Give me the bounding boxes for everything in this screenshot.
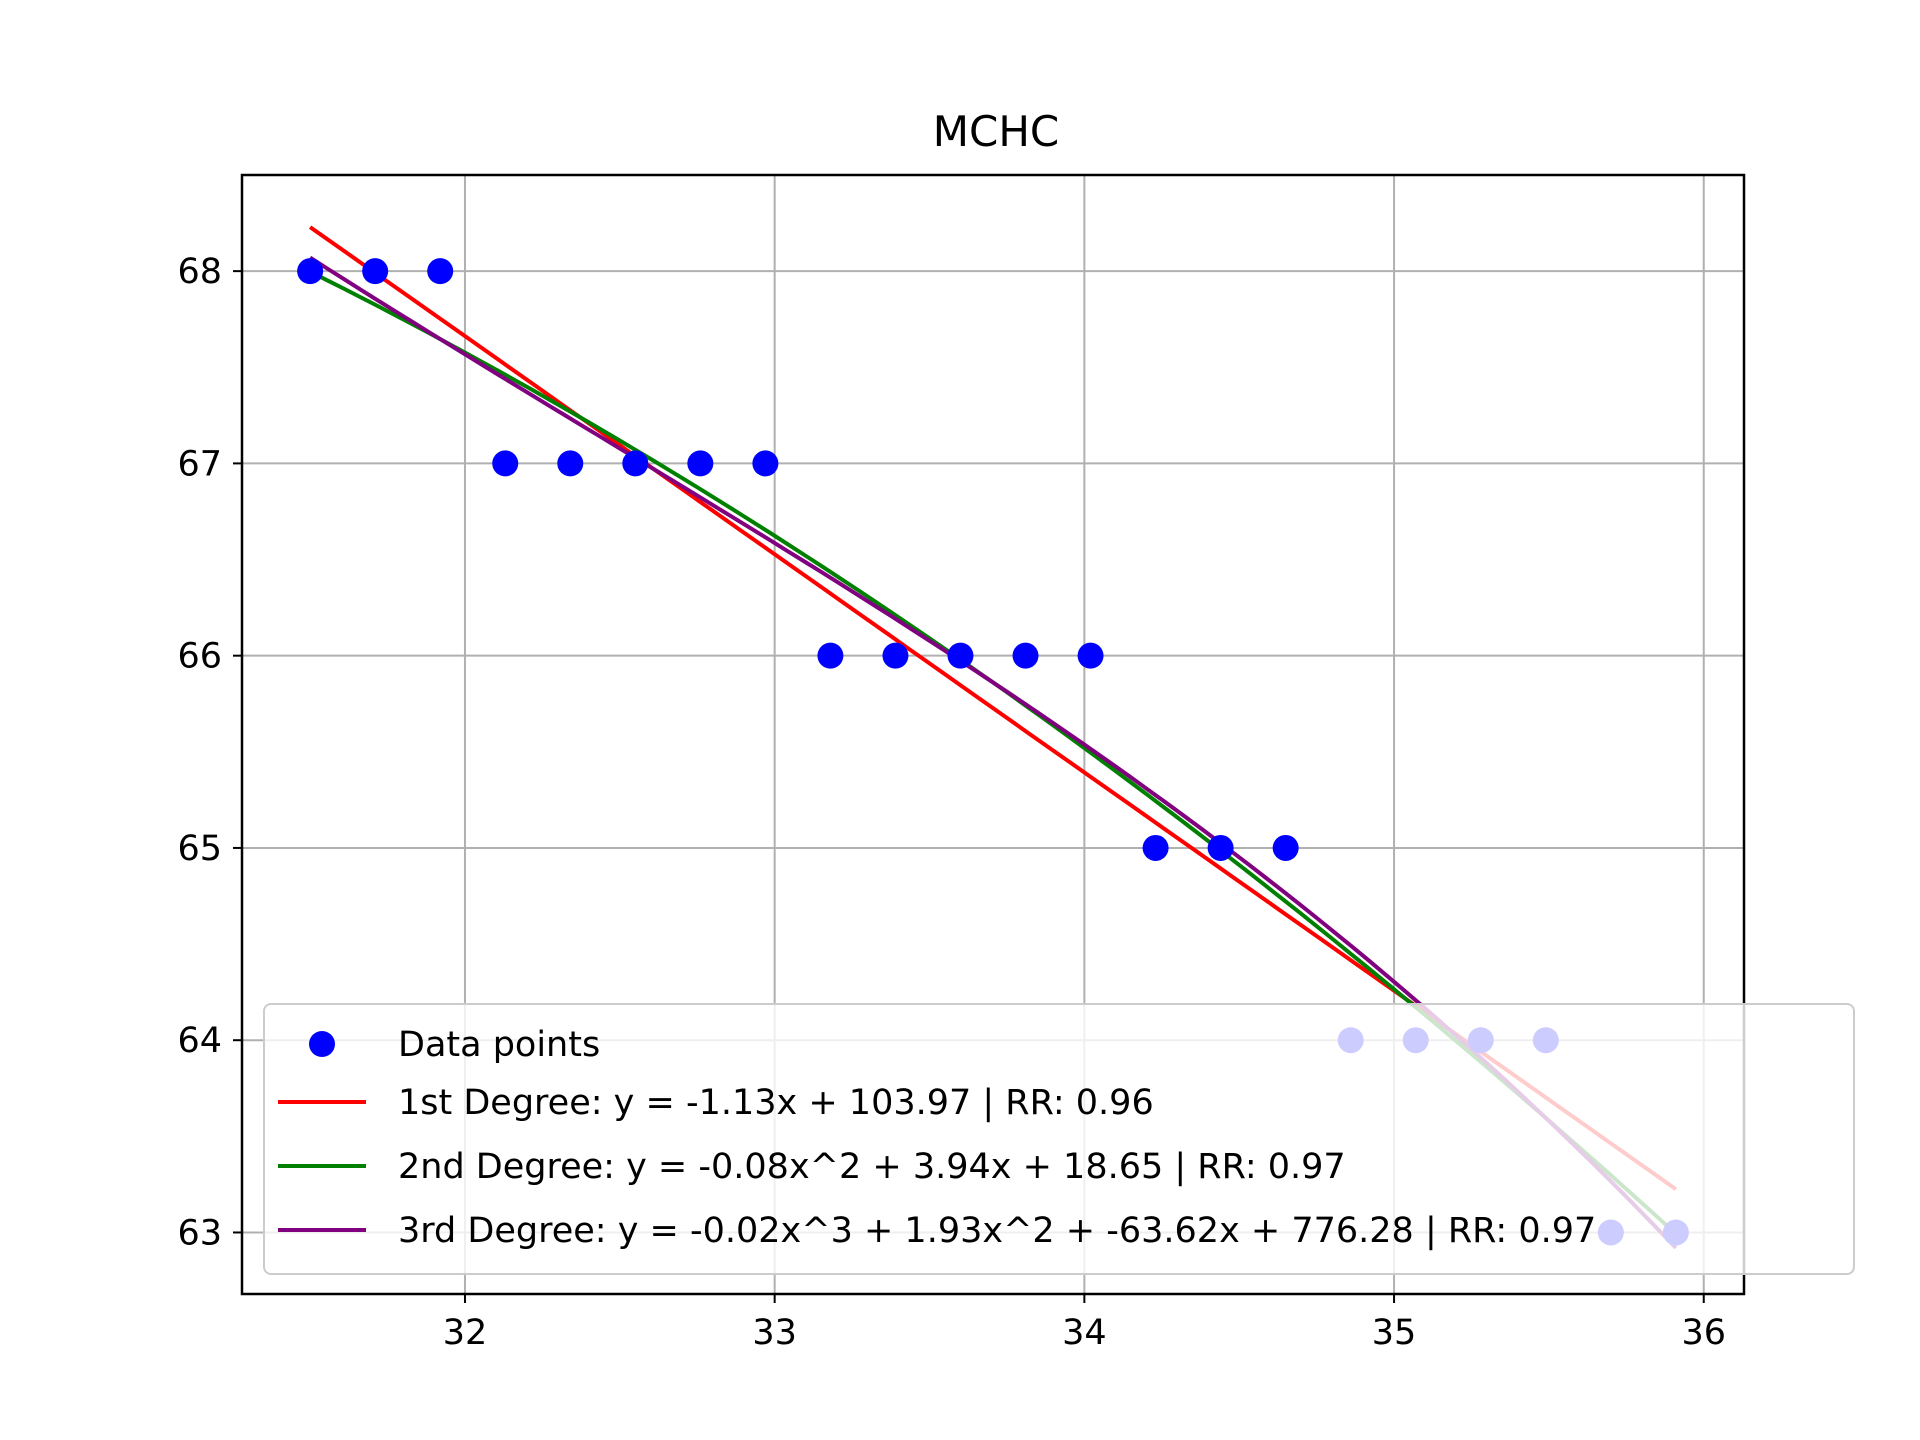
y-tick-label: 64 xyxy=(177,1021,222,1061)
legend-marker-data-points xyxy=(309,1031,335,1057)
legend-label-2nd-degree: 2nd Degree: y = -0.08x^2 + 3.94x + 18.65… xyxy=(398,1147,1346,1187)
legend-box xyxy=(263,1003,1855,1275)
y-axis: 63 64 65 66 67 68 xyxy=(177,252,242,1253)
data-point xyxy=(752,450,779,477)
data-point xyxy=(1272,834,1299,861)
data-point xyxy=(1142,834,1169,861)
x-tick-label: 33 xyxy=(752,1313,797,1353)
data-point xyxy=(817,642,844,669)
data-point xyxy=(882,642,909,669)
y-tick-label: 67 xyxy=(177,444,222,484)
legend-label-3rd-degree: 3rd Degree: y = -0.02x^3 + 1.93x^2 + -63… xyxy=(398,1211,1596,1251)
data-point xyxy=(297,258,324,285)
data-point xyxy=(492,450,519,477)
legend-label-1st-degree: 1st Degree: y = -1.13x + 103.97 | RR: 0.… xyxy=(398,1083,1154,1123)
plot-frame xyxy=(240,173,1746,1296)
x-tick-label: 36 xyxy=(1681,1313,1726,1353)
y-tick-label: 63 xyxy=(177,1213,222,1253)
y-tick-label: 68 xyxy=(177,252,222,292)
x-axis: 32 33 34 35 36 xyxy=(443,1294,1726,1353)
data-point xyxy=(687,450,714,477)
data-point xyxy=(1077,642,1104,669)
x-tick-label: 34 xyxy=(1062,1313,1107,1353)
data-point xyxy=(1012,642,1039,669)
data-point xyxy=(557,450,584,477)
data-point xyxy=(622,450,649,477)
data-point xyxy=(362,258,389,285)
grid xyxy=(242,175,1744,1294)
x-tick-label: 35 xyxy=(1372,1313,1417,1353)
y-tick-label: 66 xyxy=(177,637,222,677)
legend: Data points 1st Degree: y = -1.13x + 103… xyxy=(263,1003,1855,1275)
data-point xyxy=(427,258,454,285)
data-point xyxy=(1207,834,1234,861)
x-tick-label: 32 xyxy=(443,1313,488,1353)
data-point xyxy=(947,642,974,669)
y-tick-label: 65 xyxy=(177,829,222,869)
chart-title: MCHC xyxy=(933,107,1059,156)
legend-label-data-points: Data points xyxy=(398,1025,600,1065)
